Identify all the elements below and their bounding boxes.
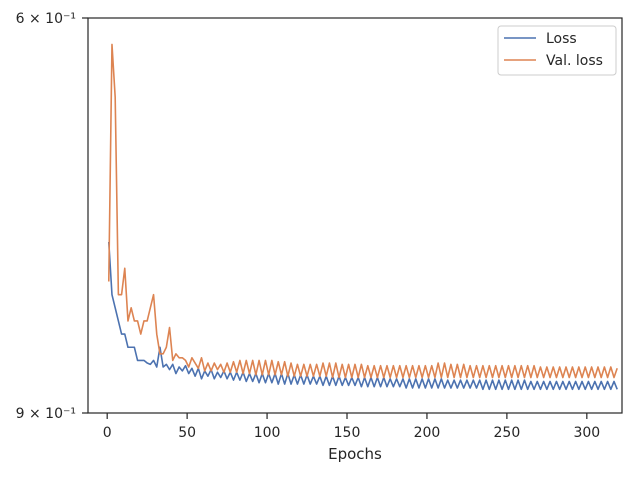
x-tick-label: 0	[103, 425, 112, 441]
y-axis-ticks: 6 × 10⁻¹ 9 × 10⁻¹	[16, 11, 88, 422]
legend-label-val-loss: Val. loss	[546, 53, 603, 69]
series-line-loss	[107, 241, 618, 391]
x-tick-label: 250	[494, 425, 521, 441]
x-tick-label: 300	[573, 425, 600, 441]
x-axis-label: Epochs	[328, 445, 382, 463]
plot-area	[87, 17, 623, 414]
y-tick-label: 9 × 10⁻¹	[16, 406, 76, 422]
series-layer	[107, 43, 618, 391]
series-line-val-loss	[107, 43, 618, 379]
legend-label-loss: Loss	[546, 31, 577, 47]
y-tick-label: 6 × 10⁻¹	[16, 11, 76, 27]
x-axis-ticks: 0 50 100 150 200 250 300	[103, 413, 600, 441]
x-tick-label: 100	[254, 425, 281, 441]
x-tick-label: 50	[178, 425, 196, 441]
legend: Loss Val. loss	[497, 25, 617, 76]
x-tick-label: 200	[414, 425, 441, 441]
x-tick-label: 150	[334, 425, 361, 441]
